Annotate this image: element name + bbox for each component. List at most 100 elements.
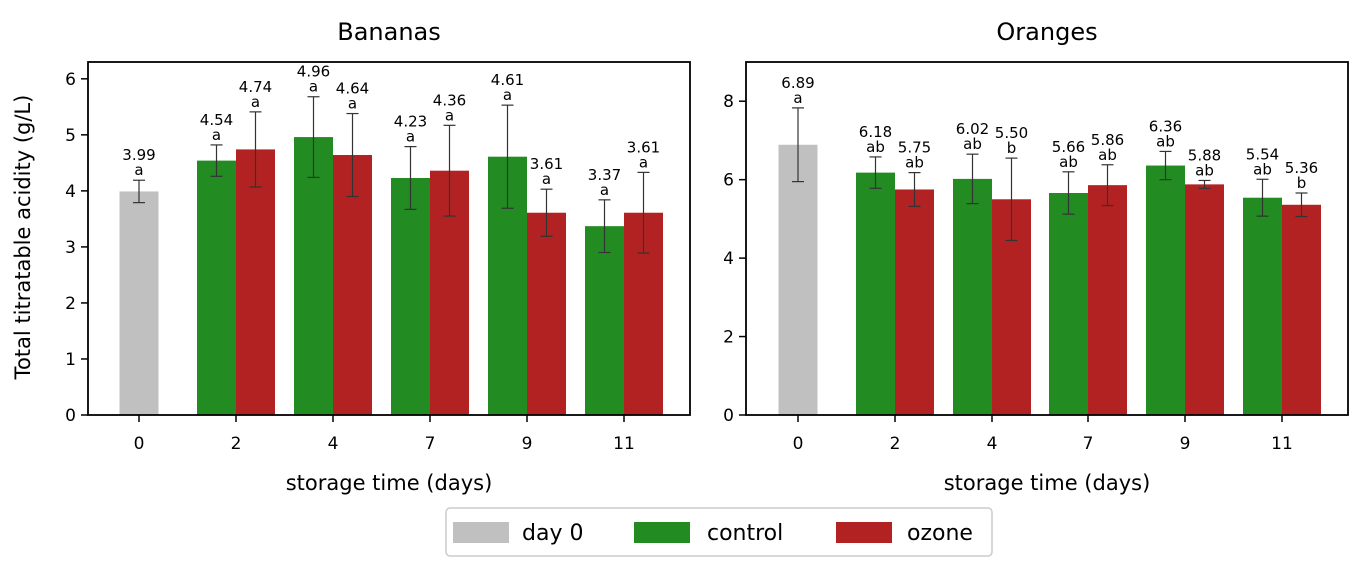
oranges-significance-letter: ab: [1156, 132, 1175, 150]
oranges-title: Oranges: [996, 18, 1097, 46]
oranges-bar-control: [856, 172, 895, 415]
bananas-y-axis-label: Total titratable acidity (g/L): [11, 95, 35, 381]
oranges-data-label: 5.86: [1091, 131, 1124, 149]
bananas-significance-letter: a: [212, 126, 221, 144]
oranges-data-label: 5.54: [1246, 145, 1279, 163]
oranges-data-label: 6.36: [1149, 117, 1182, 135]
oranges-x-tick-label: 9: [1180, 434, 1191, 454]
bananas-bar-ozone: [236, 149, 275, 415]
oranges-significance-letter: b: [1297, 174, 1307, 192]
bananas-data-label: 3.61: [530, 155, 563, 173]
oranges-bar-control: [1243, 197, 1282, 415]
oranges-x-tick-label: 11: [1271, 434, 1293, 454]
oranges-x-tick-label: 0: [793, 434, 804, 454]
bananas-data-label: 4.74: [239, 78, 272, 96]
bananas-significance-letter: a: [251, 93, 260, 111]
bananas-x-tick-label: 4: [328, 434, 339, 454]
bananas-x-tick-label: 2: [231, 434, 242, 454]
legend-swatch-control: [634, 522, 690, 543]
oranges-significance-letter: ab: [1253, 160, 1272, 178]
bananas-data-label: 4.54: [200, 111, 233, 129]
bananas-y-tick-label: 0: [65, 406, 76, 426]
oranges-bar-control: [953, 178, 992, 415]
bananas-significance-letter: a: [639, 153, 648, 171]
bananas-significance-letter: a: [503, 86, 512, 104]
bananas-data-label: 4.61: [491, 71, 524, 89]
oranges-significance-letter: a: [793, 89, 802, 107]
bananas-significance-letter: a: [445, 106, 454, 124]
oranges-significance-letter: ab: [1195, 161, 1214, 179]
oranges-significance-letter: ab: [1098, 146, 1117, 164]
bananas-bar-control: [585, 226, 624, 415]
bananas-x-tick-label: 0: [134, 434, 145, 454]
bananas-panel: Bananas Total titratable acidity (g/L) s…: [11, 18, 691, 495]
oranges-panel: Oranges storage time (days) a6.89ab6.18a…: [723, 18, 1349, 495]
bananas-data-label: 4.36: [433, 91, 466, 109]
bananas-significance-letter: a: [600, 181, 609, 199]
oranges-significance-letter: b: [1007, 139, 1017, 157]
bananas-bar-control: [197, 160, 236, 415]
oranges-y-tick-label: 2: [723, 328, 734, 348]
legend-label-control: control: [707, 521, 783, 546]
bananas-significance-letter: a: [542, 170, 551, 188]
bananas-bar-ozone: [333, 155, 372, 415]
bananas-data-label: 4.64: [336, 80, 369, 98]
bananas-bar-control: [294, 137, 333, 416]
bananas-y-tick-label: 5: [65, 126, 76, 146]
bananas-bar-ozone: [527, 212, 566, 415]
bananas-data-label: 4.23: [394, 113, 427, 131]
oranges-x-tick-label: 4: [987, 434, 998, 454]
oranges-bar-control: [1049, 193, 1088, 415]
bananas-data-label: 4.96: [297, 63, 330, 81]
bananas-y-tick-label: 4: [65, 182, 76, 202]
bananas-x-tick-label: 11: [613, 434, 635, 454]
bananas-y-tick-label: 6: [65, 70, 76, 90]
bananas-significance-letter: a: [309, 78, 318, 96]
oranges-data-label: 6.18: [859, 123, 892, 141]
oranges-x-axis-label: storage time (days): [944, 471, 1151, 495]
oranges-significance-letter: ab: [963, 135, 982, 153]
bananas-y-tick-label: 2: [65, 294, 76, 314]
bananas-y-tick-label: 1: [65, 350, 76, 370]
bananas-significance-letter: a: [348, 95, 357, 113]
oranges-y-tick-label: 0: [723, 406, 734, 426]
legend-label-ozone: ozone: [907, 521, 973, 546]
oranges-bar-ozone: [1185, 184, 1224, 415]
bananas-bar-control: [391, 177, 430, 415]
bananas-x-axis-label: storage time (days): [286, 471, 493, 495]
oranges-data-label: 5.66: [1052, 138, 1085, 156]
oranges-bar-control: [1146, 165, 1185, 415]
oranges-significance-letter: ab: [1059, 153, 1078, 171]
oranges-data-label: 5.50: [995, 124, 1028, 142]
oranges-bar-ozone: [1088, 185, 1127, 415]
oranges-y-tick-label: 4: [723, 249, 734, 269]
oranges-data-label: 5.36: [1285, 159, 1318, 177]
oranges-data-label: 5.88: [1188, 146, 1221, 164]
legend-swatch-day0: [453, 522, 509, 543]
oranges-plot-frame: [745, 61, 1349, 416]
bananas-x-tick-label: 7: [425, 434, 436, 454]
bananas-title: Bananas: [337, 18, 441, 46]
oranges-y-tick-label: 8: [723, 92, 734, 112]
legend-label-day0: day 0: [522, 521, 583, 546]
oranges-y-tick-label: 6: [723, 171, 734, 191]
legend-frame: [445, 507, 993, 557]
bananas-significance-letter: a: [406, 128, 415, 146]
oranges-bar-ozone: [1282, 204, 1321, 415]
bananas-bar-day0: [119, 191, 159, 415]
bananas-significance-letter: a: [134, 161, 143, 179]
oranges-x-tick-label: 7: [1083, 434, 1094, 454]
oranges-x-tick-label: 2: [890, 434, 901, 454]
legend-swatch-ozone: [836, 522, 892, 543]
oranges-significance-letter: ab: [866, 138, 885, 156]
oranges-data-label: 6.89: [781, 74, 814, 92]
oranges-data-label: 5.75: [898, 139, 931, 157]
bananas-y-tick-label: 3: [65, 238, 76, 258]
bananas-x-tick-label: 9: [522, 434, 533, 454]
legend: day 0 control ozone: [445, 507, 993, 557]
oranges-bar-day0: [778, 144, 818, 415]
bananas-data-label: 3.99: [122, 146, 155, 164]
bananas-data-label: 3.61: [627, 138, 660, 156]
bananas-plot-frame: [87, 61, 691, 416]
